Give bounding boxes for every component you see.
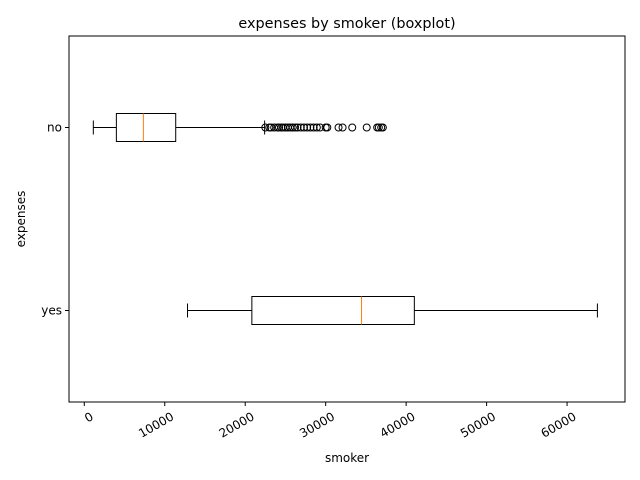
chart-title: expenses by smoker (boxplot) xyxy=(238,16,455,32)
outlier-point xyxy=(261,123,270,132)
box-group-yes xyxy=(187,296,598,325)
x-axis-label: smoker xyxy=(325,451,369,465)
outlier-point xyxy=(266,123,275,132)
box xyxy=(115,113,177,142)
y-tick-label: yes xyxy=(41,304,62,318)
box xyxy=(251,296,415,325)
outlier-point xyxy=(348,123,357,132)
outlier-point xyxy=(299,123,308,132)
outlier-point xyxy=(306,123,315,132)
box-group-no xyxy=(92,113,387,142)
outlier-point xyxy=(338,123,347,132)
outlier-point xyxy=(362,123,371,132)
outlier-point xyxy=(323,123,332,132)
outlier-point xyxy=(378,123,387,132)
outlier-point xyxy=(291,123,300,132)
outlier-point xyxy=(374,123,383,132)
outlier-point xyxy=(296,123,305,132)
outlier-point xyxy=(303,123,312,132)
outlier-point xyxy=(293,123,302,132)
y-axis: no yes xyxy=(41,121,69,318)
outlier-point xyxy=(288,123,297,132)
outlier-point xyxy=(312,123,321,132)
plot-area xyxy=(92,113,598,325)
y-axis-label: expenses xyxy=(14,191,28,248)
y-tick-label: no xyxy=(47,121,62,135)
outlier-point xyxy=(309,123,318,132)
axes-frame xyxy=(68,35,626,403)
outlier-point xyxy=(275,123,284,132)
outlier-point xyxy=(334,123,343,132)
